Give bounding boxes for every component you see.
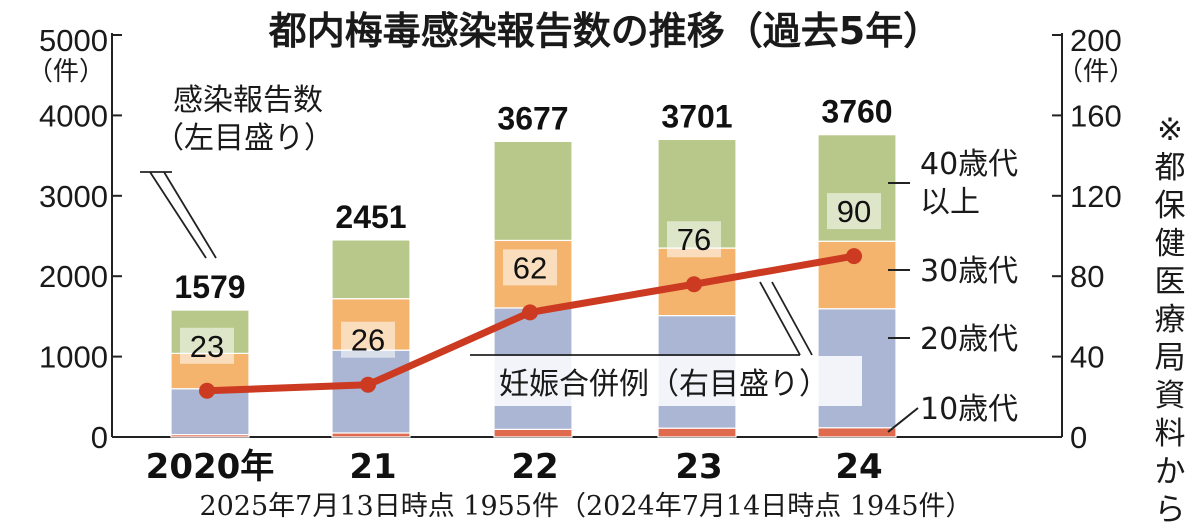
- right-axis-unit: （件）: [1057, 57, 1135, 87]
- line-label-bg: [470, 356, 862, 406]
- line-label-leader-b: [771, 281, 813, 356]
- line-point: [199, 382, 215, 399]
- source-note-char: ら: [1155, 492, 1186, 528]
- category-labels: 2020年 21 22 23 24: [146, 447, 883, 487]
- bar-total-label: 3760: [821, 94, 892, 130]
- pregnancy-line-points: 23 26 62 76 90: [180, 193, 881, 399]
- line-value-bg: [667, 221, 721, 258]
- left-tick-label: 0: [91, 420, 108, 455]
- source-note-char: 都: [1155, 150, 1186, 186]
- seg-label-40-line1: 40歳代: [920, 147, 1018, 182]
- line-point: [522, 304, 538, 321]
- category-label: 2020年: [146, 447, 275, 487]
- line-value-bg: [503, 249, 557, 286]
- source-note-char: 保: [1155, 188, 1186, 224]
- source-note-char: 資: [1155, 378, 1186, 414]
- left-tick-label: 5000: [39, 23, 108, 58]
- bar-segment-1: [493, 428, 573, 438]
- line-value-label: 62: [513, 250, 547, 285]
- source-note-char: ※: [1157, 112, 1183, 148]
- left-tick-label: 3000: [39, 179, 108, 214]
- right-tick-label: 160: [1070, 98, 1122, 133]
- left-tick-label: 1000: [39, 340, 108, 375]
- source-note-char: 医: [1155, 264, 1186, 300]
- source-note-char: 療: [1155, 302, 1186, 338]
- seg-label-10: 10歳代: [920, 392, 1018, 427]
- category-label: 22: [511, 447, 558, 487]
- line-label: 妊娠合併例（右目盛り）: [499, 367, 829, 402]
- left-axis-unit: （件）: [27, 57, 105, 87]
- line-point: [846, 248, 862, 265]
- line-value-label: 76: [677, 222, 711, 257]
- line-value-label: 23: [190, 329, 224, 364]
- right-tick-label: 120: [1070, 179, 1122, 214]
- right-tick-label: 0: [1070, 420, 1087, 455]
- seg-10-tick: [887, 407, 919, 433]
- bar-segment-4: [331, 239, 411, 300]
- right-axis-ticks: 0 40 80 120 160 200: [1052, 23, 1122, 455]
- seg-label-40-line2: 以上: [920, 185, 980, 220]
- bars-label-line2: （左目盛り）: [154, 121, 334, 156]
- bars-label-line1: 感染報告数: [173, 83, 323, 118]
- seg-label-30: 30歳代: [920, 254, 1018, 289]
- source-note-char: 料: [1155, 416, 1186, 452]
- right-tick-label: 200: [1070, 23, 1122, 58]
- category-label: 24: [835, 447, 882, 487]
- seg-label-20: 20歳代: [920, 322, 1018, 357]
- line-value-bg: [180, 327, 234, 364]
- line-value-bg: [341, 321, 395, 358]
- category-label: 23: [675, 447, 722, 487]
- line-point: [686, 276, 702, 293]
- chart-title: 都内梅毒感染報告数の推移（過去5年）: [268, 9, 941, 53]
- left-tick-label: 4000: [39, 98, 108, 133]
- bar-total-label: 1579: [174, 269, 245, 305]
- source-note-char: 局: [1155, 340, 1186, 376]
- line-label-leader-a: [759, 281, 801, 356]
- source-note-char: か: [1155, 454, 1186, 490]
- bars-label-leader-b: [163, 171, 217, 259]
- bar-total-label: 2451: [335, 199, 406, 235]
- bar-segment-1: [817, 427, 897, 438]
- bars-label-bg: [138, 80, 370, 158]
- bar-total-labels: 1579 2451 3677 3701 3760: [174, 94, 892, 305]
- bar-total-label: 3677: [497, 100, 568, 136]
- line-value-bg: [827, 193, 881, 230]
- line-point: [360, 376, 376, 393]
- bar-segment-1: [331, 432, 411, 438]
- right-tick-label: 40: [1070, 340, 1104, 375]
- footnote: 2025年7月13日時点 1955件（2024年7月14日時点 1945件）: [199, 491, 972, 522]
- right-tick-label: 80: [1070, 259, 1104, 294]
- left-tick-label: 2000: [39, 259, 108, 294]
- bar-segment-4: [493, 140, 573, 242]
- bars-label-leader-a: [149, 171, 207, 259]
- line-value-label: 90: [837, 194, 871, 229]
- bar-total-label: 3701: [661, 98, 732, 134]
- source-note-char: 健: [1155, 226, 1186, 262]
- line-value-label: 26: [351, 323, 385, 358]
- left-axis-ticks: 0 1000 2000 3000 4000 5000: [39, 23, 122, 455]
- bar-segment-1: [657, 427, 737, 438]
- category-label: 21: [349, 447, 396, 487]
